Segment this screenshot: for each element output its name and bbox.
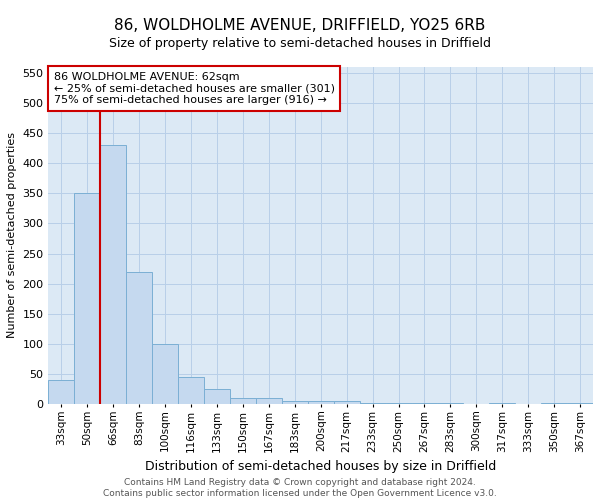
- X-axis label: Distribution of semi-detached houses by size in Driffield: Distribution of semi-detached houses by …: [145, 460, 496, 473]
- Text: Size of property relative to semi-detached houses in Driffield: Size of property relative to semi-detach…: [109, 38, 491, 51]
- Bar: [308, 401, 334, 404]
- Bar: [204, 389, 230, 404]
- Bar: [152, 344, 178, 404]
- Bar: [100, 145, 126, 404]
- Text: Contains HM Land Registry data © Crown copyright and database right 2024.
Contai: Contains HM Land Registry data © Crown c…: [103, 478, 497, 498]
- Bar: [230, 398, 256, 404]
- Bar: [49, 380, 74, 404]
- Bar: [126, 272, 152, 404]
- Bar: [282, 401, 308, 404]
- Bar: [178, 377, 204, 404]
- Text: 86 WOLDHOLME AVENUE: 62sqm
← 25% of semi-detached houses are smaller (301)
75% o: 86 WOLDHOLME AVENUE: 62sqm ← 25% of semi…: [54, 72, 335, 105]
- Y-axis label: Number of semi-detached properties: Number of semi-detached properties: [7, 132, 17, 338]
- Bar: [334, 401, 359, 404]
- Bar: [256, 398, 282, 404]
- Bar: [74, 194, 100, 404]
- Text: 86, WOLDHOLME AVENUE, DRIFFIELD, YO25 6RB: 86, WOLDHOLME AVENUE, DRIFFIELD, YO25 6R…: [115, 18, 485, 32]
